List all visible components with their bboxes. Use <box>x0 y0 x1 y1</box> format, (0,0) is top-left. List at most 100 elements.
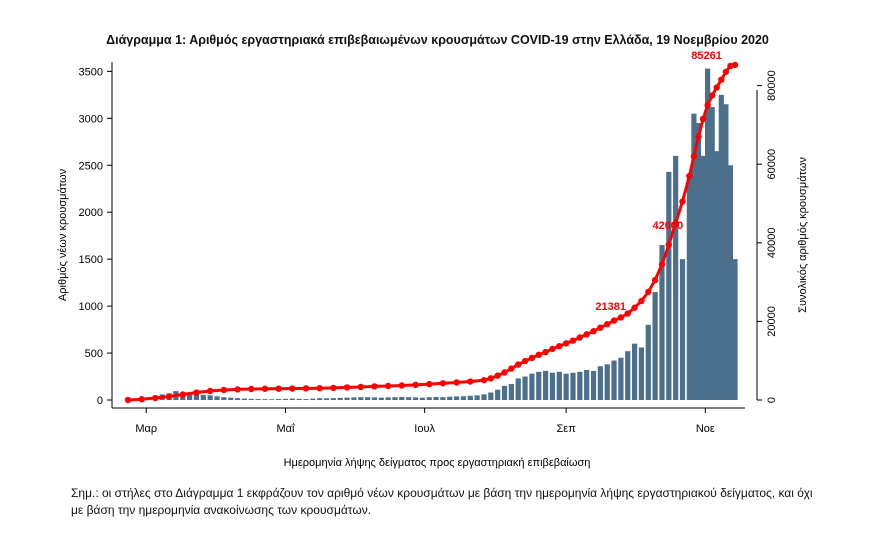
cumulative-point <box>412 381 419 389</box>
bar <box>317 398 323 400</box>
bar <box>289 398 295 400</box>
bar <box>495 389 501 400</box>
cumulative-point <box>275 385 282 392</box>
note-line-2: με βάση την ημερομηνία ανακοίνωσης των κ… <box>71 503 372 517</box>
x-tick-label: Ιουλ <box>414 423 435 435</box>
cumulative-point <box>165 393 173 400</box>
cumulative-point <box>330 384 337 392</box>
cumulative-point <box>439 380 447 387</box>
cumulative-point <box>302 385 310 392</box>
bar <box>570 372 576 400</box>
bar <box>604 364 610 400</box>
y-axis-label: Αριθμός νέων κρουσμάτων <box>57 168 69 301</box>
cumulative-point <box>515 361 522 368</box>
cumulative-point <box>193 389 200 396</box>
cumulative-point <box>722 68 730 76</box>
cumulative-point <box>569 337 577 344</box>
cumulative-point <box>672 219 679 227</box>
bar <box>412 397 419 400</box>
note-line-1: Σημ.: οι στήλες στο Διάγραμμα 1 εκφράζου… <box>71 486 813 500</box>
bar <box>454 396 460 400</box>
cumulative-point <box>617 314 625 321</box>
annotation-label: 85261 <box>691 50 722 62</box>
cumulative-point <box>248 385 255 393</box>
cumulative-point <box>501 369 508 376</box>
bar <box>679 259 686 400</box>
cumulative-point <box>535 351 542 359</box>
bar <box>577 371 583 400</box>
bar <box>638 347 645 400</box>
cumulative-point <box>658 261 666 268</box>
bar <box>241 398 247 400</box>
bar <box>221 397 227 400</box>
cumulative-point <box>480 376 488 384</box>
bar <box>344 397 350 400</box>
cumulative-point <box>384 382 392 390</box>
bar <box>488 392 494 400</box>
bar <box>542 370 549 400</box>
cumulative-point <box>631 304 638 311</box>
cumulative-point <box>343 384 351 391</box>
bar <box>282 398 289 400</box>
bar <box>365 397 371 400</box>
cumulative-point <box>289 385 296 392</box>
bar <box>296 398 302 400</box>
cumulative-point <box>152 394 159 402</box>
y-tick-label: 3000 <box>79 113 103 125</box>
cumulative-point <box>651 276 659 284</box>
cumulative-point <box>610 317 618 324</box>
cumulative-point <box>316 385 323 392</box>
bar <box>426 397 432 400</box>
cumulative-point <box>679 198 686 205</box>
cumulative-point <box>604 320 611 328</box>
cumulative-point <box>487 375 495 382</box>
bar <box>501 385 508 400</box>
bar <box>732 259 738 400</box>
bar <box>529 373 535 400</box>
cumulative-point <box>467 378 474 385</box>
x-tick-label: Σεπ <box>556 423 576 435</box>
bar <box>522 376 528 400</box>
cumulative-point <box>206 387 214 395</box>
cumulative-point <box>528 354 536 362</box>
cumulative-point <box>549 345 556 353</box>
bar <box>234 398 241 400</box>
cumulative-point <box>624 310 631 317</box>
bar <box>645 324 651 400</box>
bar <box>508 384 514 400</box>
bar <box>474 395 480 400</box>
bar <box>597 366 603 400</box>
bar <box>433 396 439 400</box>
bar <box>705 68 711 401</box>
bar <box>714 151 720 400</box>
cumulative-point <box>220 386 228 394</box>
bar <box>399 396 405 400</box>
cumulative-point <box>597 324 604 331</box>
bar <box>255 399 261 400</box>
chart-title: Διάγραμμα 1: Αριθμός εργαστηριακά επιβεβ… <box>106 33 769 47</box>
bar <box>666 171 672 400</box>
bar <box>556 371 562 400</box>
bar <box>193 393 200 400</box>
bar <box>187 392 193 400</box>
bar <box>392 397 398 400</box>
bar <box>358 397 364 400</box>
bar <box>276 399 282 400</box>
cumulative-point <box>638 297 645 305</box>
bar <box>515 378 521 400</box>
y-tick-label: 3500 <box>79 66 103 78</box>
cumulative-point <box>713 84 720 91</box>
bar <box>310 398 316 400</box>
bar <box>406 397 412 400</box>
cumulative-point <box>138 396 145 403</box>
bar <box>371 397 378 400</box>
bar <box>691 113 697 400</box>
cumulative-point <box>234 386 241 393</box>
bar <box>269 399 275 400</box>
y-tick-label: 500 <box>85 348 103 360</box>
cumulative-point <box>731 61 739 69</box>
annotations-layer: 21381 42000 85261 <box>595 50 721 313</box>
bar <box>460 396 467 400</box>
cumulative-point <box>704 102 711 109</box>
cumulative-point <box>494 372 501 379</box>
